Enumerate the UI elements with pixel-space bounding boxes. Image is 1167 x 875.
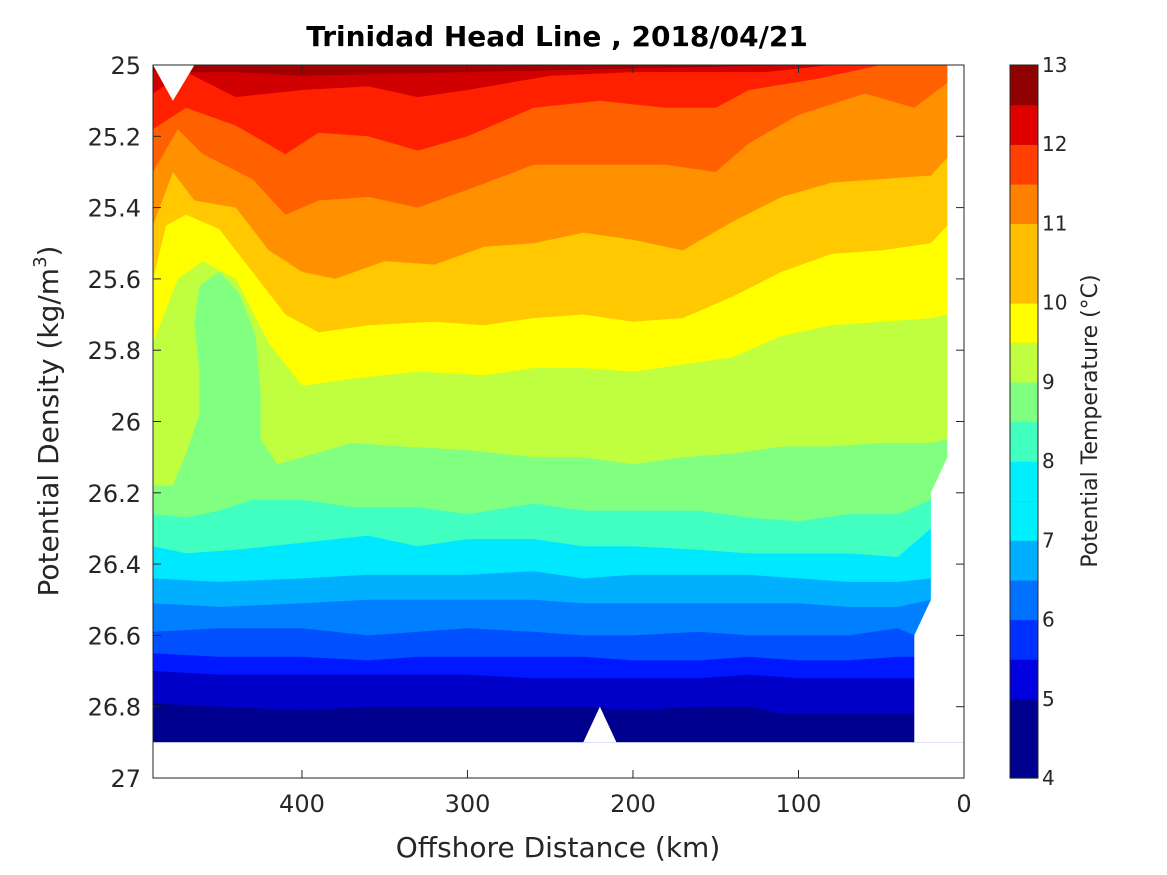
colorbar-label: Potential Temperature (°C) [1078, 274, 1103, 567]
y-tick-label: 26.2 [88, 480, 141, 508]
contour-bands [153, 65, 964, 778]
colorbar-segment [1010, 65, 1038, 106]
y-tick-label: 25.2 [88, 123, 141, 151]
y-tick-label: 25.8 [88, 337, 141, 365]
y-axis-label-suffix: ) [32, 246, 65, 257]
y-axis-label-superscript: 3 [30, 256, 51, 267]
colorbar-tick-label: 7 [1042, 528, 1055, 552]
colorbar-segment [1010, 144, 1038, 185]
colorbar-segment [1010, 421, 1038, 462]
colorbar-segment [1010, 579, 1038, 621]
y-tick-label: 26.4 [88, 551, 141, 579]
y-axis: 25 25.2 25.4 25.6 25.8 26 26.2 26.4 26.6 26.8 27 [88, 52, 964, 793]
colorbar-segment [1010, 738, 1038, 779]
colorbar-tick-label: 12 [1042, 132, 1067, 156]
x-tick-label: 200 [610, 790, 656, 818]
y-tick-label: 26 [110, 409, 141, 437]
colorbar-ticks: 4 5 6 7 8 9 10 11 12 13 [1042, 53, 1067, 790]
colorbar-tick-label: 11 [1042, 211, 1067, 235]
no-data-mask [153, 65, 964, 778]
colorbar-segment [1010, 619, 1038, 660]
colorbar-segment [1010, 263, 1038, 304]
mask-top-notch [153, 65, 195, 101]
y-tick-label: 27 [110, 765, 141, 793]
x-axis: 400 300 200 100 0 [279, 65, 972, 818]
colorbar [1010, 64, 1038, 779]
colorbar-segment [1010, 659, 1038, 700]
mask-right [914, 65, 964, 743]
colorbar-segment [1010, 302, 1038, 343]
colorbar-segment [1010, 698, 1038, 739]
colorbar-tick-label: 9 [1042, 370, 1055, 394]
colorbar-segment [1010, 104, 1038, 145]
y-axis-label: Potential Density (kg/m3) [30, 246, 65, 597]
colorbar-segment [1010, 461, 1038, 502]
x-tick-label: 300 [445, 790, 491, 818]
x-axis-label: Offshore Distance (km) [396, 831, 721, 864]
mask-bottom-notch [583, 706, 617, 743]
y-tick-label: 26.8 [88, 694, 141, 722]
x-tick-label: 400 [279, 790, 325, 818]
colorbar-segment [1010, 500, 1038, 541]
colorbar-tick-label: 10 [1042, 291, 1067, 315]
colorbar-tick-label: 5 [1042, 687, 1055, 711]
y-tick-label: 25.4 [88, 195, 141, 223]
colorbar-segment [1010, 223, 1038, 264]
y-axis-label-main: Potential Density (kg/m [32, 268, 65, 597]
colorbar-tick-label: 4 [1042, 766, 1055, 790]
colorbar-tick-label: 6 [1042, 608, 1055, 632]
x-tick-label: 100 [776, 790, 822, 818]
y-tick-label: 25.6 [88, 266, 141, 294]
colorbar-tick-label: 13 [1042, 53, 1067, 77]
y-tick-label: 25 [110, 52, 141, 80]
y-tick-label: 26.6 [88, 622, 141, 650]
colorbar-segment [1010, 381, 1038, 423]
colorbar-segment [1010, 183, 1038, 225]
colorbar-segment [1010, 540, 1038, 581]
chart-title: Trinidad Head Line , 2018/04/21 [306, 20, 808, 53]
x-tick-label: 0 [956, 790, 971, 818]
colorbar-tick-label: 8 [1042, 449, 1055, 473]
mask-bottom [153, 742, 964, 778]
colorbar-frame [1009, 64, 1039, 779]
colorbar-segment [1010, 342, 1038, 383]
